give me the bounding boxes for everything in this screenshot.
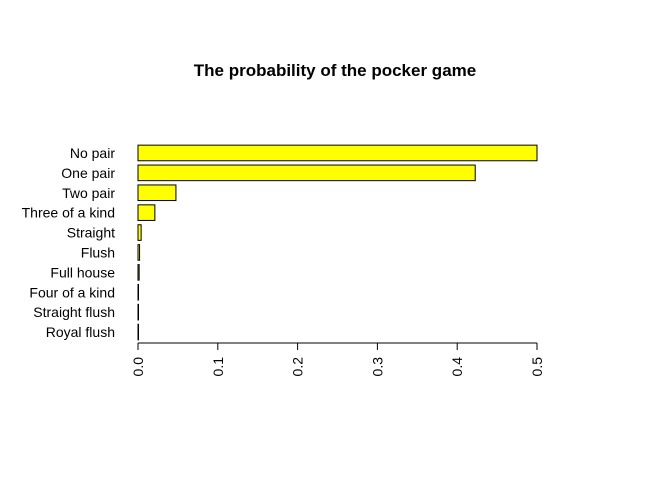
bar-three-of-a-kind bbox=[137, 204, 156, 221]
bar-full-house bbox=[137, 264, 140, 281]
bar-flush bbox=[137, 244, 141, 261]
bar-straight-flush bbox=[137, 303, 139, 321]
x-tick-label: 0.4 bbox=[449, 357, 465, 377]
bars-group bbox=[137, 144, 538, 341]
bar-one-pair bbox=[137, 164, 476, 182]
x-tick-label: 0.0 bbox=[130, 357, 146, 377]
category-label: Straight flush bbox=[33, 304, 115, 320]
bar-straight bbox=[137, 224, 142, 241]
x-tick-label: 0.3 bbox=[369, 357, 385, 377]
x-tick-label: 0.1 bbox=[210, 357, 226, 377]
category-label: Four of a kind bbox=[29, 284, 115, 300]
category-label: Straight bbox=[67, 225, 115, 241]
category-label: Full house bbox=[50, 264, 115, 280]
bar-no-pair bbox=[137, 144, 538, 162]
bar-royal-flush bbox=[137, 323, 139, 341]
bar-two-pair bbox=[137, 184, 177, 202]
category-label: One pair bbox=[61, 165, 115, 181]
x-axis: 0.0 0.1 0.2 0.3 0.4 0.5 bbox=[130, 342, 545, 377]
chart-title: The probability of the pocker game bbox=[194, 61, 476, 80]
x-tick-label: 0.5 bbox=[529, 357, 545, 377]
category-label: Two pair bbox=[62, 185, 115, 201]
category-label: Royal flush bbox=[46, 324, 115, 340]
category-label: No pair bbox=[70, 145, 115, 161]
category-label: Three of a kind bbox=[22, 205, 115, 221]
category-labels: No pair One pair Two pair Three of a kind St… bbox=[22, 145, 116, 340]
bar-four-of-a-kind bbox=[137, 283, 139, 301]
category-label: Flush bbox=[81, 244, 115, 260]
x-tick-label: 0.2 bbox=[290, 357, 306, 377]
